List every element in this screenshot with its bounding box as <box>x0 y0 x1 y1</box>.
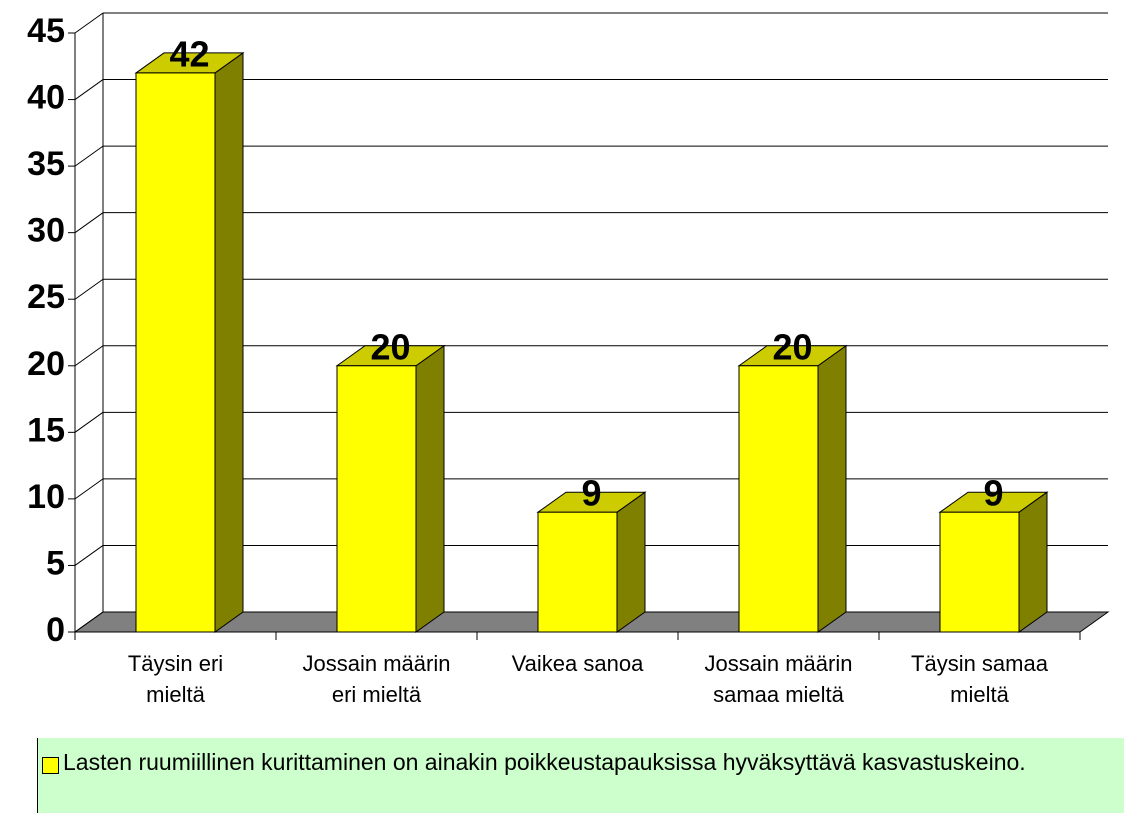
x-tick-label: Täysin eri mieltä <box>128 651 223 707</box>
y-tick-label: 10 <box>27 478 65 516</box>
grid-line-side <box>74 545 104 566</box>
bar-side <box>616 491 646 633</box>
x-tick-label-line: Vaikea sanoa <box>512 651 644 676</box>
y-tick-label: 5 <box>46 544 65 582</box>
x-tick-label-line: eri mieltä <box>332 682 422 707</box>
x-tick-label: Täysin samaa mieltä <box>911 651 1049 707</box>
x-tick-label-line: Täysin samaa <box>911 651 1049 676</box>
y-tick-label: 40 <box>27 79 65 117</box>
x-tick-label-line: mieltä <box>950 682 1009 707</box>
grid-line-side <box>74 145 104 167</box>
grid-line-side <box>74 79 104 100</box>
x-tick-label-line: Jossain määrin <box>705 651 853 676</box>
value-label: 9 <box>581 473 601 514</box>
grid-line-side <box>74 278 104 300</box>
legend-label: Lasten ruumiillinen kurittaminen on aina… <box>63 749 1026 775</box>
bar-side <box>415 344 445 633</box>
bar-front <box>135 72 216 633</box>
bar-front <box>537 511 618 633</box>
x-tick-label: Vaikea sanoa <box>512 651 644 676</box>
bar <box>536 491 647 633</box>
bar-front <box>336 365 417 633</box>
value-label: 42 <box>169 33 209 74</box>
bar-front <box>939 511 1020 633</box>
y-tick-label: 30 <box>27 212 65 250</box>
legend-swatch <box>42 757 59 774</box>
grid-line-side <box>74 478 104 500</box>
x-tick-label-line: Jossain määrin <box>303 651 451 676</box>
grid-line-side <box>74 212 104 234</box>
legend: Lasten ruumiillinen kurittaminen on aina… <box>37 738 1124 813</box>
bar-side <box>817 344 847 633</box>
x-tick-label-line: mieltä <box>146 682 205 707</box>
x-tick-label-line: samaa mieltä <box>713 682 845 707</box>
bar <box>737 344 848 633</box>
y-tick-label: 20 <box>27 345 65 383</box>
grid-line-side <box>74 12 104 34</box>
grid-line-side <box>74 411 104 433</box>
bar-side <box>214 51 244 633</box>
bar <box>335 344 446 633</box>
grid-line-side <box>74 345 104 367</box>
bar <box>134 51 245 633</box>
x-tick-label: Jossain määrin samaa mieltä <box>705 651 853 707</box>
bar-side <box>1018 491 1048 633</box>
y-tick-label: 45 <box>27 12 65 50</box>
value-label: 20 <box>772 326 812 367</box>
bar <box>938 491 1049 633</box>
y-tick-label: 25 <box>27 278 65 316</box>
bar-front <box>738 365 819 633</box>
value-label: 20 <box>370 326 410 367</box>
chart: 0 5 10 15 20 25 30 35 40 45 Täysin eri mieltä 42 Joss… <box>27 12 1110 707</box>
x-tick-label-line: Täysin eri <box>128 651 223 676</box>
y-tick-label: 35 <box>27 145 65 183</box>
y-tick-label: 15 <box>27 411 65 449</box>
grid-line-side <box>74 611 104 633</box>
x-tick-label: Jossain määrin eri mieltä <box>303 651 451 707</box>
value-label: 9 <box>983 473 1003 514</box>
y-tick-label: 0 <box>46 611 65 649</box>
